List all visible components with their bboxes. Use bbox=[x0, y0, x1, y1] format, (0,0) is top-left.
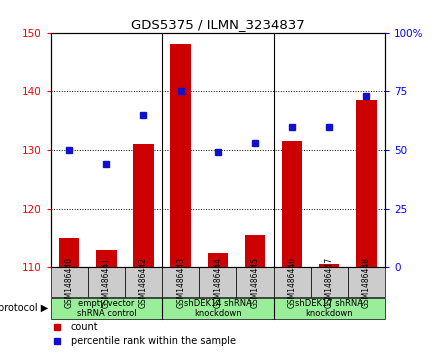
Bar bbox=[274, 298, 385, 319]
Bar bbox=[162, 268, 199, 297]
Text: empty vector
shRNA control: empty vector shRNA control bbox=[77, 299, 136, 318]
Text: GSM1486440: GSM1486440 bbox=[65, 257, 73, 308]
Title: GDS5375 / ILMN_3234837: GDS5375 / ILMN_3234837 bbox=[131, 19, 304, 32]
Bar bbox=[245, 235, 265, 268]
Bar bbox=[311, 268, 348, 297]
Bar bbox=[319, 265, 340, 268]
Bar bbox=[51, 268, 88, 297]
Text: shDEK14 shRNA
knockdown: shDEK14 shRNA knockdown bbox=[184, 299, 252, 318]
Bar bbox=[59, 238, 79, 268]
Bar bbox=[199, 268, 236, 297]
Bar bbox=[88, 268, 125, 297]
Text: GSM1486445: GSM1486445 bbox=[250, 257, 260, 308]
Bar bbox=[133, 144, 154, 268]
Bar bbox=[96, 250, 117, 268]
Text: GSM1486442: GSM1486442 bbox=[139, 257, 148, 308]
Bar bbox=[282, 141, 302, 268]
Text: GSM1486441: GSM1486441 bbox=[102, 257, 111, 308]
Text: percentile rank within the sample: percentile rank within the sample bbox=[71, 336, 236, 346]
Bar bbox=[162, 298, 274, 319]
Text: GSM1486446: GSM1486446 bbox=[288, 257, 297, 308]
Text: GSM1486443: GSM1486443 bbox=[176, 257, 185, 308]
Text: GSM1486448: GSM1486448 bbox=[362, 257, 371, 308]
Bar bbox=[348, 268, 385, 297]
Text: GSM1486447: GSM1486447 bbox=[325, 257, 334, 308]
Text: protocol ▶: protocol ▶ bbox=[0, 303, 49, 313]
Bar bbox=[356, 100, 377, 268]
Text: shDEK17 shRNA
knockdown: shDEK17 shRNA knockdown bbox=[295, 299, 363, 318]
Text: count: count bbox=[71, 322, 98, 332]
Bar bbox=[51, 298, 162, 319]
Text: GSM1486444: GSM1486444 bbox=[213, 257, 222, 308]
Bar bbox=[236, 268, 274, 297]
Bar bbox=[274, 268, 311, 297]
Bar bbox=[208, 253, 228, 268]
Bar bbox=[125, 268, 162, 297]
Bar bbox=[170, 44, 191, 268]
